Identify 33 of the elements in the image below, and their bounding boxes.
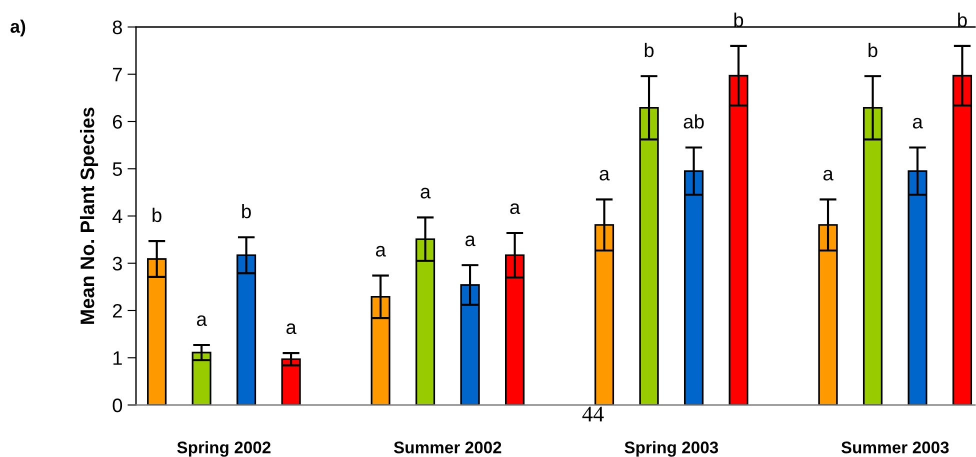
data-label: a — [823, 170, 834, 180]
y-tick-label: 7 — [112, 68, 122, 82]
data-label: ab — [684, 114, 704, 129]
x-tick-label: Summer 2002 — [394, 442, 502, 454]
data-label: a — [912, 118, 923, 129]
y-tick-label: 0 — [112, 398, 122, 412]
data-label: a — [420, 188, 431, 198]
y-tick-label: 5 — [112, 162, 122, 176]
y-tick-label: 6 — [112, 114, 122, 129]
data-label: a — [196, 315, 207, 326]
x-tick-label: Spring 2002 — [177, 441, 271, 457]
data-label: b — [958, 12, 967, 27]
data-label: b — [734, 12, 744, 27]
y-tick-label: 1 — [113, 351, 122, 365]
text: 44 — [582, 406, 604, 422]
data-label: a — [376, 246, 386, 257]
x-tick-label: Spring 2003 — [624, 441, 718, 457]
data-label: a — [510, 203, 520, 214]
y-tick-label: 2 — [112, 304, 122, 318]
data-label: a — [465, 236, 476, 246]
y-tick-label: 8 — [112, 20, 122, 34]
data-label: a — [600, 170, 610, 180]
x-tick-label: Summer 2003 — [841, 442, 949, 454]
data-label: b — [644, 42, 654, 58]
data-label: a — [286, 323, 296, 334]
data-label: b — [242, 204, 251, 218]
text: a) — [10, 20, 26, 36]
data-label: b — [868, 42, 878, 58]
y-tick-label: 4 — [112, 210, 122, 224]
y-tick-label: 3 — [112, 256, 122, 270]
data-label: b — [152, 208, 162, 222]
y-axis-title: Mean No. Plant Species — [80, 108, 98, 324]
bar — [281, 358, 301, 405]
